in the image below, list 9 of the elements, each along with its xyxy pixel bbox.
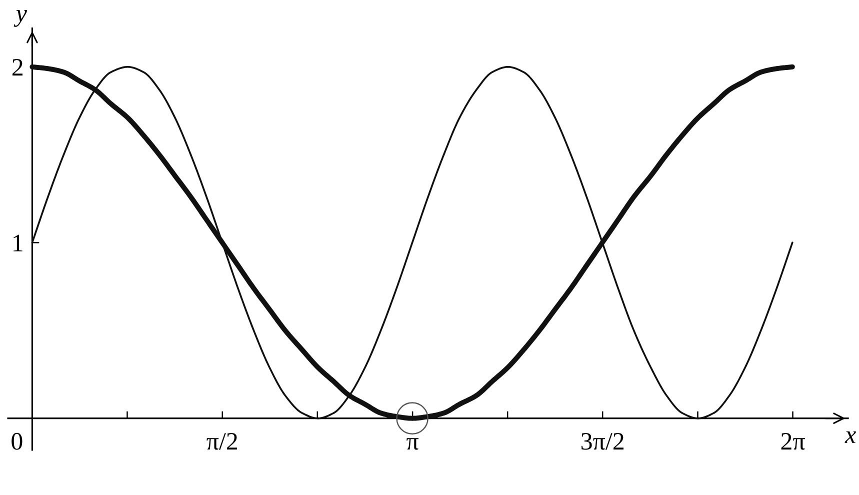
y-tick-label: 2 (12, 58, 22, 76)
x-tick-label: 0 (12, 432, 22, 450)
x-tick-label: 3π/2 (582, 433, 624, 450)
x-tick-label: π (406, 438, 418, 450)
y-tick-label: 1 (14, 234, 22, 252)
x-tick-label: 2π (781, 433, 805, 450)
x-tick-label: π/2 (206, 433, 238, 450)
x-axis-title: x (844, 431, 856, 443)
y-axis-title: y (14, 10, 27, 27)
